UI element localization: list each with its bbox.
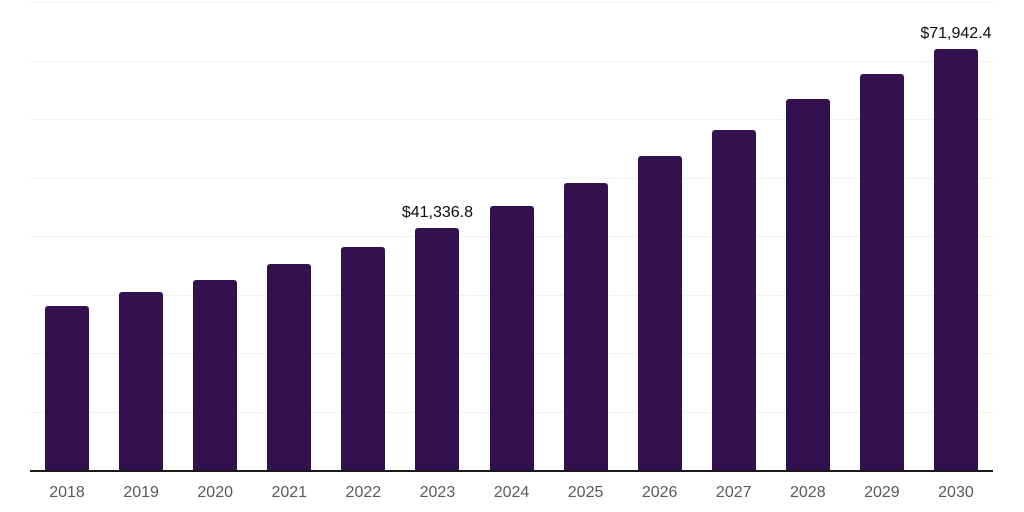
x-axis: 2018 2019 2020 2021 2022 2023 2024 2025 2026 2027… [30, 484, 993, 504]
bar-2029 [859, 73, 904, 470]
bar-2018 [45, 305, 90, 470]
bar-value-label-2023: $41,336.8 [401, 204, 474, 222]
bar-2024 [489, 206, 534, 470]
x-tick-label-2024: 2024 [493, 484, 530, 501]
gridline-50000 [30, 177, 993, 179]
x-tick-label-2022: 2022 [345, 484, 382, 501]
bar-2025 [563, 182, 608, 470]
bar-2030 [933, 49, 978, 470]
bar-2028 [785, 99, 830, 470]
bar-2022 [341, 247, 386, 470]
bar-2021 [267, 264, 312, 470]
bar-2019 [119, 291, 164, 470]
x-tick-label-2021: 2021 [271, 484, 308, 501]
gridline-80000 [30, 2, 993, 3]
x-tick-label-2023: 2023 [419, 484, 456, 501]
x-tick-label-2020: 2020 [197, 484, 233, 501]
x-tick-label-2030: 2030 [938, 484, 974, 501]
bar-value-label-2030: $71,942.4 [920, 25, 992, 43]
x-tick-label-2025: 2025 [567, 484, 604, 501]
x-tick-label-2028: 2028 [790, 484, 826, 501]
bar-2020 [193, 279, 238, 470]
gridline-70000 [30, 60, 993, 62]
bar-2023 [415, 228, 460, 470]
x-tick-label-2029: 2029 [864, 484, 900, 501]
gridline-60000 [30, 119, 993, 120]
x-tick-label-2027: 2027 [715, 484, 752, 501]
plot-area: $41,336.8 $71,942.4 [30, 2, 993, 472]
bar-2026 [637, 156, 682, 470]
x-tick-label-2026: 2026 [641, 484, 678, 501]
x-tick-label-2018: 2018 [49, 484, 85, 501]
x-tick-label-2019: 2019 [123, 484, 159, 501]
bar-2027 [711, 130, 756, 470]
